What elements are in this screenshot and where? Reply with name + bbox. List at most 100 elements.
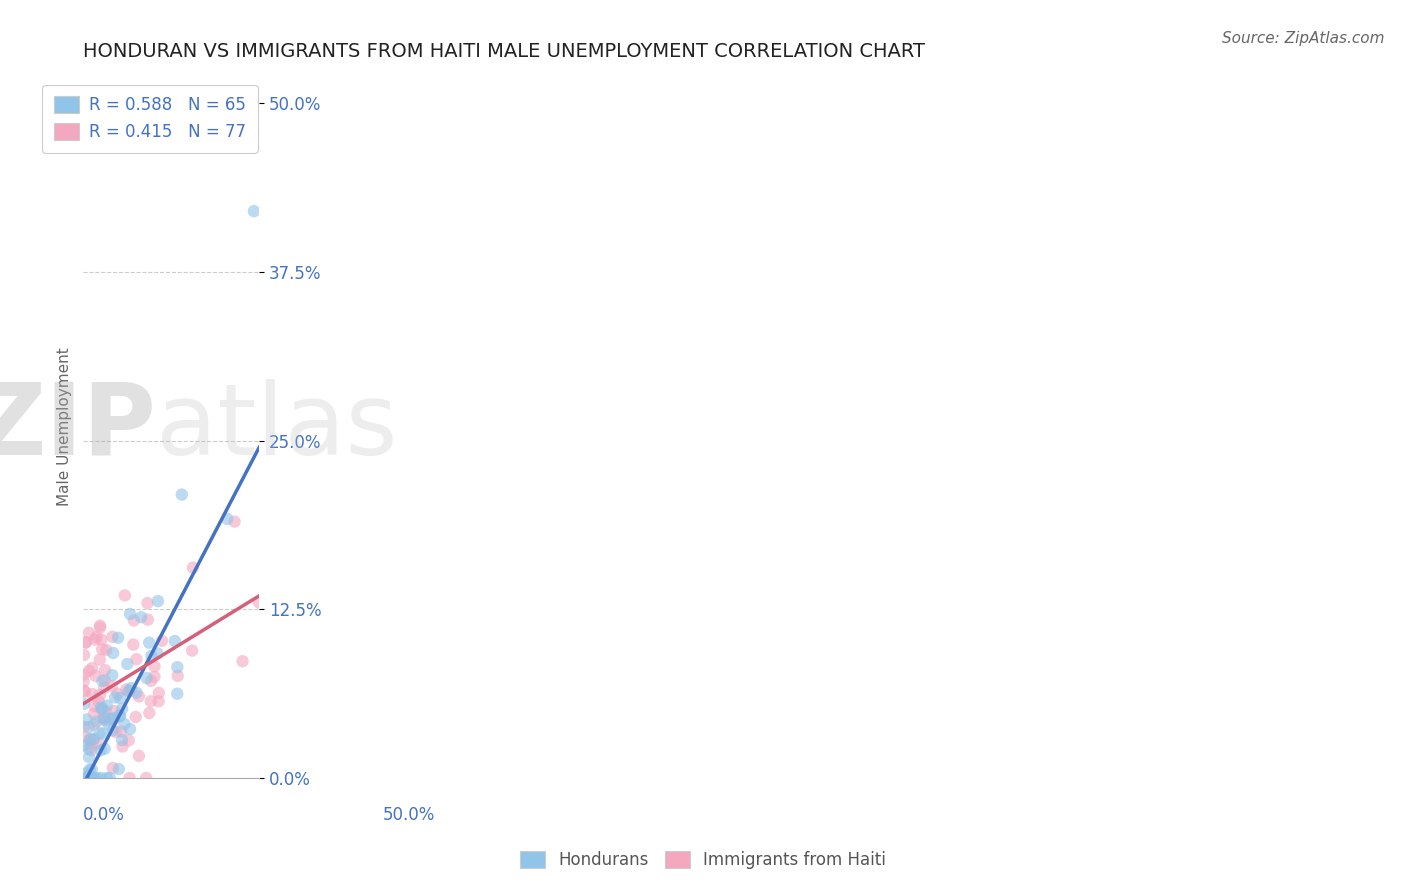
Point [83,771,105,785]
Point [97,712,120,726]
Point [115,682,138,697]
Point [89,652,111,666]
Point [90,771,112,785]
Point [79,732,101,747]
Point [166,669,188,683]
Point [72,771,94,785]
Point [87,694,110,708]
Point [122,638,145,652]
Point [107,631,129,645]
Point [96,771,118,785]
Point [98,771,121,785]
Point [90,632,112,647]
Point [120,681,142,695]
Legend: R = 0.588   N = 65, R = 0.415   N = 77: R = 0.588 N = 65, R = 0.415 N = 77 [42,85,257,153]
Y-axis label: Male Unemployment: Male Unemployment [58,348,72,507]
Point [247,595,270,609]
Point [89,621,111,635]
Point [141,648,163,663]
Point [166,660,188,674]
Point [103,704,125,718]
Text: Source: ZipAtlas.com: Source: ZipAtlas.com [1222,31,1385,46]
Point [101,630,124,644]
Point [91,673,114,688]
Point [94,714,117,728]
Point [100,679,122,693]
Point [111,733,134,747]
Text: 0.0%: 0.0% [83,806,125,824]
Point [96,643,118,657]
Point [128,690,150,704]
Point [125,710,148,724]
Text: HONDURAN VS IMMIGRANTS FROM HAITI MALE UNEMPLOYMENT CORRELATION CHART: HONDURAN VS IMMIGRANTS FROM HAITI MALE U… [83,42,925,61]
Point [91,701,114,715]
Point [104,725,127,739]
Point [73,697,96,711]
Point [77,750,100,764]
Point [82,771,104,785]
Point [79,763,101,777]
Point [143,659,166,673]
Point [135,671,157,685]
Point [79,732,101,747]
Point [83,731,105,746]
Point [148,686,170,700]
Point [166,687,188,701]
Point [77,771,100,785]
Point [110,724,132,739]
Point [90,700,112,714]
Point [150,633,173,648]
Point [103,713,125,727]
Point [76,771,98,785]
Point [125,652,148,666]
Point [73,683,96,698]
Point [181,560,204,574]
Point [135,771,157,785]
Point [111,702,134,716]
Point [77,664,100,678]
Text: 50.0%: 50.0% [382,806,434,824]
Point [224,515,246,529]
Point [77,742,100,756]
Point [91,712,114,726]
Point [114,717,136,731]
Point [82,732,104,747]
Point [170,487,193,501]
Point [73,771,96,785]
Point [75,731,97,745]
Point [75,766,97,780]
Point [77,720,100,734]
Point [94,663,117,677]
Point [75,713,97,727]
Point [118,771,141,785]
Point [83,717,105,731]
Point [118,607,141,621]
Point [80,738,103,752]
Point [108,708,131,723]
Point [108,690,131,705]
Point [138,635,160,649]
Point [129,610,152,624]
Point [136,613,159,627]
Point [77,625,100,640]
Point [93,711,115,725]
Point [82,687,104,701]
Point [243,204,266,219]
Point [111,739,134,754]
Point [89,726,111,740]
Point [73,720,96,734]
Point [90,743,112,757]
Point [146,594,169,608]
Point [181,643,204,657]
Point [118,733,141,747]
Point [103,711,125,725]
Point [118,684,141,698]
Point [217,512,239,526]
Text: ZIP: ZIP [0,378,156,475]
Point [72,674,94,689]
Point [89,737,111,751]
Point [73,739,96,753]
Point [83,771,105,785]
Point [86,714,108,729]
Point [114,588,136,602]
